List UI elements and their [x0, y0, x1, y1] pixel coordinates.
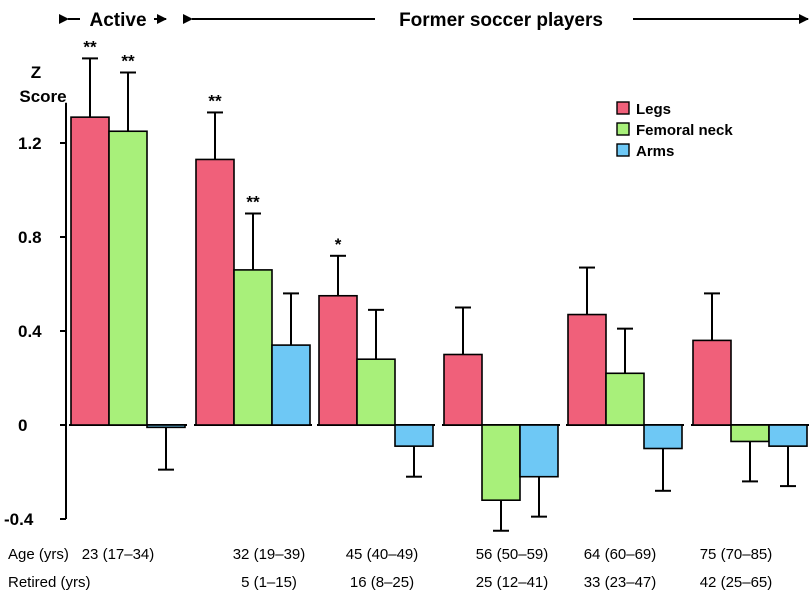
bar-femoral-neck [108, 130, 148, 426]
bar-arms [394, 424, 434, 447]
significance-markers: ********* [83, 37, 341, 253]
bar-legs [318, 294, 358, 426]
bar-femoral-neck [730, 424, 770, 443]
y-tick-label: 1.2 [18, 134, 42, 153]
y-axis: -0.4 0 0.4 0.8 1.2 [4, 102, 67, 529]
bar-legs [443, 353, 483, 426]
bar-femoral-neck [481, 424, 521, 501]
retired-row-title: Retired (yrs) [8, 574, 91, 591]
bar-arms [146, 424, 186, 429]
significance-star: ** [121, 52, 135, 71]
retired-label: 16 (8–25) [350, 574, 414, 591]
bar-femoral-neck [356, 358, 396, 426]
y-tick-label: 0 [18, 416, 27, 435]
legend-swatch [616, 101, 630, 115]
y-tick-label: 0.4 [18, 322, 42, 341]
header: Active Former soccer players [59, 10, 809, 31]
y-tick-label: -0.4 [4, 510, 34, 529]
legend-label: Femoral neck [636, 122, 733, 139]
retired-labels: 5 (1–15) 16 (8–25) 25 (12–41) 33 (23–47) 42 … [241, 574, 772, 591]
bar-legs [692, 339, 732, 426]
bar-arms [643, 424, 683, 450]
legend: Legs Femoral neck Arms [616, 101, 733, 160]
age-label: 64 (60–69) [584, 546, 657, 563]
y-tick-label: 0.8 [18, 228, 42, 247]
legend-label: Legs [636, 101, 671, 118]
age-label: 23 (17–34) [82, 546, 155, 563]
age-label: 75 (70–85) [700, 546, 773, 563]
y-axis-label-line-1: Z [31, 63, 41, 82]
retired-label: 42 (25–65) [700, 574, 773, 591]
y-axis-label: Z Score [19, 63, 66, 106]
legend-swatch [616, 122, 630, 136]
significance-star: ** [208, 91, 222, 110]
bar-legs [70, 116, 110, 426]
retired-label: 33 (23–47) [584, 574, 657, 591]
bar-femoral-neck [233, 269, 273, 426]
bar-legs [195, 158, 235, 426]
significance-star: * [335, 235, 342, 254]
bar-legs [567, 313, 607, 426]
retired-label: 25 (12–41) [476, 574, 549, 591]
error-bars [82, 57, 796, 532]
significance-star: ** [246, 193, 260, 212]
age-label: 45 (40–49) [346, 546, 419, 563]
age-row-title: Age (yrs) [8, 546, 69, 563]
bar-arms [519, 424, 559, 478]
legend-swatch [616, 143, 630, 157]
bar-arms [768, 424, 808, 447]
bars [69, 116, 809, 501]
age-labels: 23 (17–34) 32 (19–39) 45 (40–49) 56 (50–59)… [82, 546, 773, 563]
bar-femoral-neck [605, 372, 645, 426]
legend-label: Arms [636, 143, 674, 160]
retired-label: 5 (1–15) [241, 574, 297, 591]
significance-star: ** [83, 37, 97, 56]
age-label: 32 (19–39) [233, 546, 306, 563]
active-label: Active [89, 10, 146, 31]
age-label: 56 (50–59) [476, 546, 549, 563]
former-label: Former soccer players [399, 10, 603, 31]
y-axis-label-line-2: Score [19, 87, 66, 106]
bar-arms [271, 344, 311, 426]
group-labels: Age (yrs) Retired (yrs) 23 (17–34) 32 (19… [8, 546, 772, 591]
